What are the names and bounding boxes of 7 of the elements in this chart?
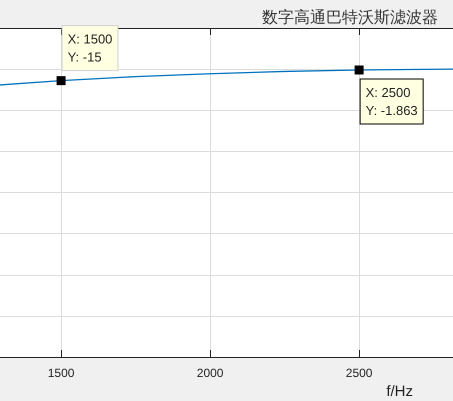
x-tick-label: 2500 — [346, 366, 373, 380]
annotation: X: 2500 Y: -1.863 — [366, 84, 418, 118]
annotation: X: 1500 Y: -15 — [68, 32, 112, 65]
x-tick-label: 1500 — [48, 366, 75, 380]
x-axis-title: f/Hz — [386, 383, 414, 400]
x-tick-label: 2000 — [196, 366, 224, 380]
chart-title: 数字高通巴特沃斯滤波器 — [262, 8, 438, 26]
